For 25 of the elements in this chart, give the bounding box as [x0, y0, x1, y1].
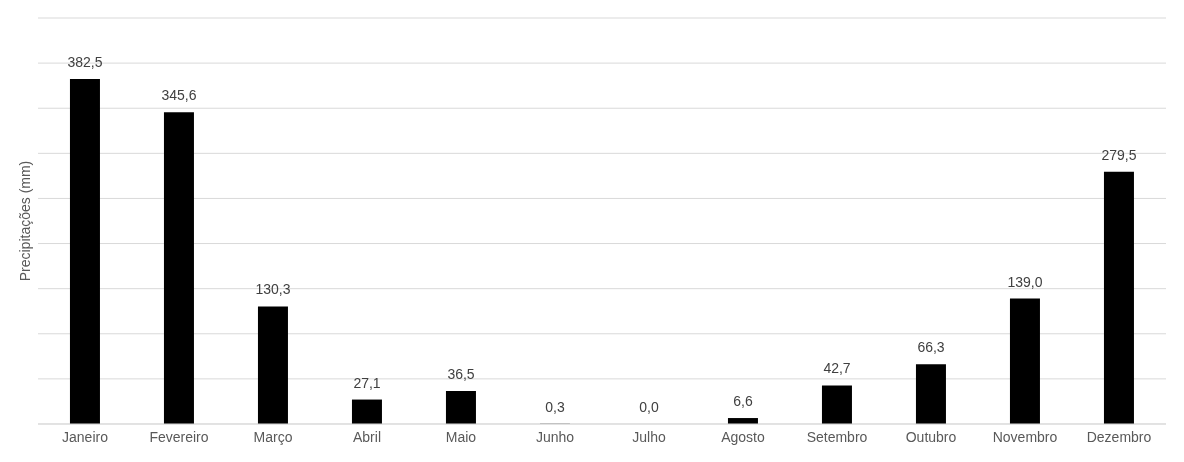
x-tick-label: Dezembro [1086, 428, 1152, 445]
x-tick-label: Janeiro [62, 428, 109, 445]
x-tick-label: Abril [352, 428, 382, 445]
data-label: 36,5 [447, 366, 475, 383]
x-tick-label: Outubro [905, 428, 957, 445]
x-tick-label: Março [253, 428, 293, 445]
data-label: 139,0 [1007, 273, 1043, 290]
x-tick-label: Julho [632, 428, 666, 445]
data-label: 42,7 [823, 360, 851, 377]
data-label: 382,5 [67, 53, 103, 70]
data-label: 6,6 [733, 393, 753, 410]
data-label: 66,3 [917, 339, 945, 356]
x-tick-label: Setembro [806, 428, 868, 445]
data-label: 279,5 [1101, 146, 1137, 163]
data-label: 27,1 [353, 374, 381, 391]
x-tick-label: Agosto [721, 428, 765, 445]
data-label: 0,3 [545, 398, 565, 415]
data-label: 130,3 [255, 281, 291, 298]
x-tick-label: Maio [445, 428, 477, 445]
x-tick-label: Junho [535, 428, 575, 445]
data-label: 345,6 [161, 87, 197, 104]
x-tick-label: Fevereiro [149, 428, 209, 445]
y-axis-title: Precipitações (mm) [16, 160, 33, 282]
data-label: 0,0 [639, 399, 659, 415]
x-tick-label: Novembro [992, 428, 1058, 445]
